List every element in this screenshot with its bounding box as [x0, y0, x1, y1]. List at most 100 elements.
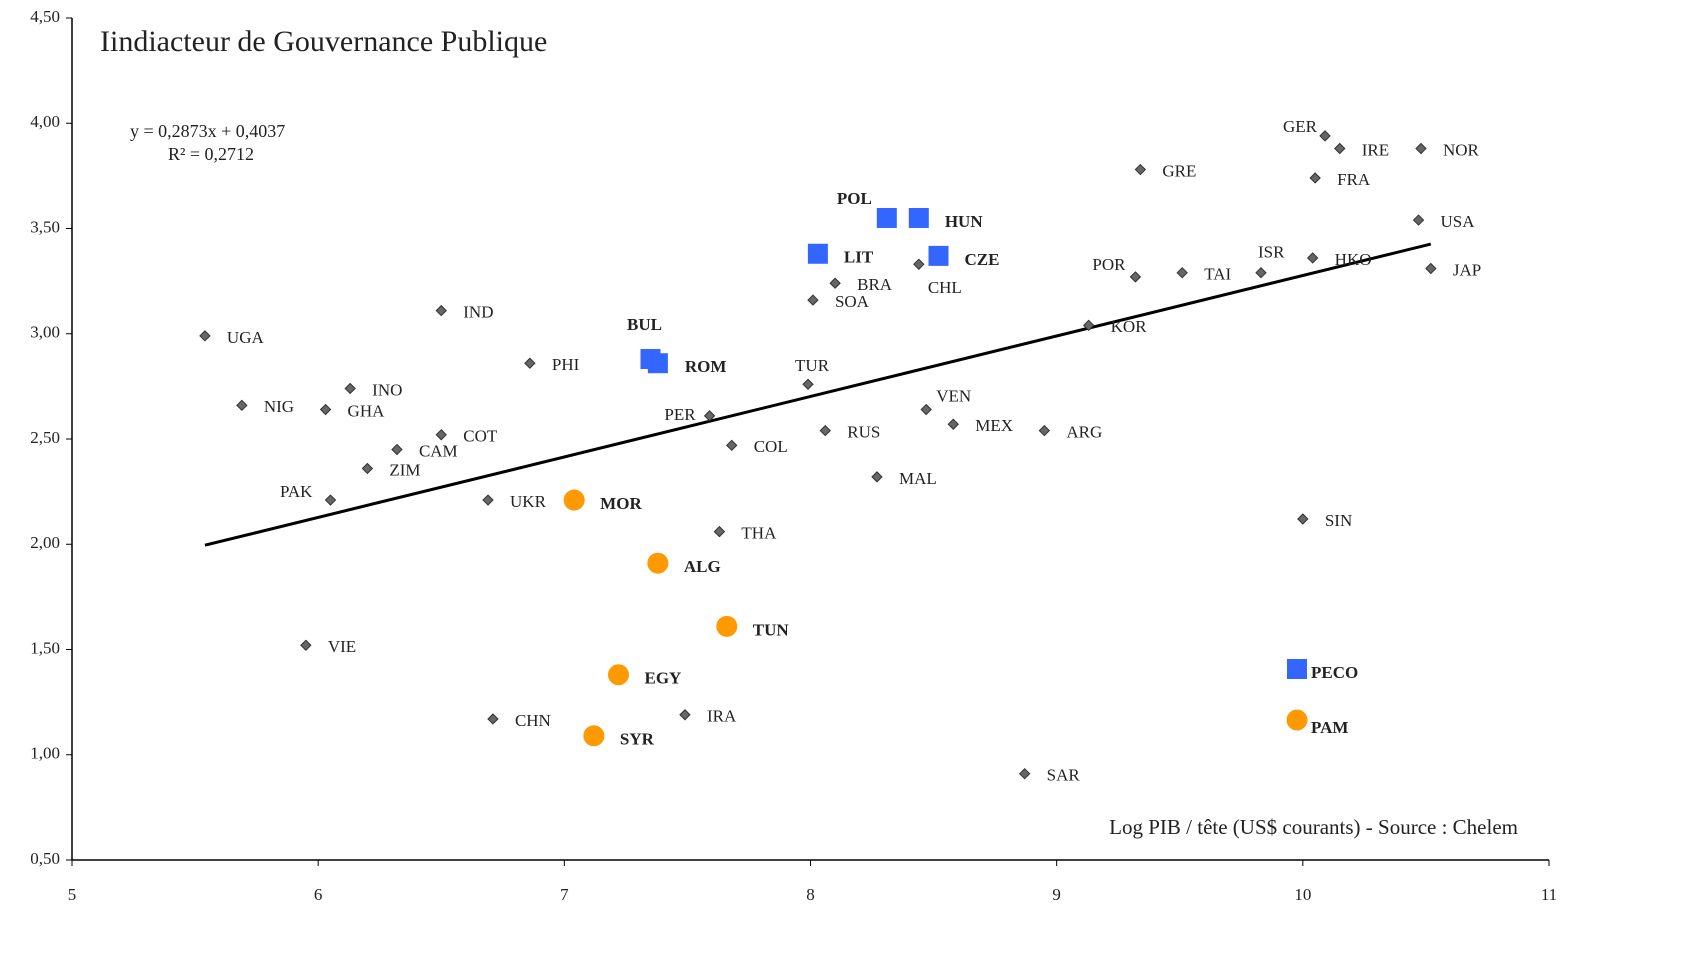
point	[361, 462, 374, 475]
point-label: SOA	[835, 292, 870, 311]
point-label: PER	[664, 405, 696, 424]
point	[1038, 424, 1051, 437]
point-label: SYR	[620, 730, 655, 749]
point-label: HUN	[945, 212, 984, 231]
point	[482, 494, 494, 506]
point	[819, 424, 831, 437]
point-label: PHI	[552, 355, 580, 374]
point-label: SAR	[1047, 766, 1081, 785]
point	[920, 403, 932, 416]
r-squared: R² = 0,2712	[168, 144, 254, 164]
point	[1309, 172, 1321, 184]
point-label: POR	[1092, 255, 1126, 274]
point	[716, 615, 738, 637]
point	[199, 330, 211, 342]
point-label: IRE	[1362, 140, 1389, 159]
point-label: NOR	[1443, 140, 1480, 159]
point	[802, 378, 814, 390]
legend-marker	[1287, 659, 1307, 679]
point-label: COL	[754, 437, 788, 456]
point	[1425, 262, 1437, 275]
point	[324, 494, 337, 506]
x-tick-label: 7	[560, 885, 569, 904]
point-label: INO	[372, 380, 402, 399]
point-label: PAK	[280, 482, 313, 501]
point-label: ARG	[1066, 422, 1102, 441]
point-label: TUR	[795, 356, 830, 375]
point-label: ROM	[685, 357, 727, 376]
point	[300, 639, 312, 651]
point	[344, 382, 356, 395]
point	[647, 353, 668, 374]
point-label: LIT	[844, 248, 874, 267]
point	[829, 277, 841, 289]
point	[487, 713, 499, 725]
point	[713, 525, 726, 538]
x-tick-label: 10	[1294, 885, 1311, 904]
y-tick-label: 4,00	[30, 112, 60, 131]
point	[391, 443, 403, 456]
point-label: GHA	[348, 401, 386, 420]
point	[807, 243, 828, 264]
point	[947, 418, 959, 430]
point	[1082, 319, 1095, 332]
point-label: BUL	[627, 315, 662, 334]
equation: y = 0,2873x + 0,4037	[130, 121, 285, 141]
x-axis-label: Log PIB / tête (US$ courants) - Source :…	[1109, 815, 1518, 839]
x-tick-label: 6	[314, 885, 323, 904]
legend-label: PECO	[1311, 663, 1358, 682]
point	[1255, 266, 1267, 279]
point	[913, 258, 925, 270]
x-tick-label: 9	[1052, 885, 1061, 904]
point	[583, 725, 605, 747]
point-label: TUN	[753, 620, 790, 639]
point	[703, 410, 716, 422]
point-label: POL	[837, 189, 872, 208]
point	[1176, 266, 1188, 279]
point	[1415, 142, 1427, 155]
y-tick-label: 1,00	[30, 744, 60, 763]
legend-label: PAM	[1311, 718, 1348, 737]
point	[524, 357, 536, 369]
y-tick-label: 1,50	[30, 638, 60, 657]
chart-title: Iindiacteur de Gouvernance Publique	[100, 25, 547, 58]
y-tick-label: 4,50	[30, 7, 60, 26]
y-tick-label: 0,50	[30, 849, 60, 868]
point	[679, 709, 691, 721]
point-label: CHL	[928, 278, 962, 297]
point-label: BRA	[857, 275, 893, 294]
point-label: TAI	[1204, 265, 1231, 284]
point-label: MAL	[899, 469, 937, 488]
y-tick-label: 2,00	[30, 533, 60, 552]
point-label: VIE	[328, 637, 356, 656]
y-tick-label: 3,00	[30, 323, 60, 342]
point-label: IRA	[707, 707, 737, 726]
point	[807, 294, 819, 306]
point-label: NIG	[264, 397, 294, 416]
point-label: JAP	[1453, 260, 1481, 279]
point-label: CAM	[419, 441, 458, 460]
point-label: CHN	[515, 711, 551, 730]
point	[1306, 252, 1319, 264]
point-label: MEX	[975, 416, 1013, 435]
y-tick-label: 2,50	[30, 428, 60, 447]
y-tick-label: 3,50	[30, 217, 60, 236]
point-label: RUS	[847, 422, 880, 441]
point	[1412, 214, 1425, 226]
point	[1334, 142, 1346, 155]
point-label: EGY	[644, 669, 681, 688]
point	[726, 439, 738, 452]
point-label: UGA	[227, 328, 265, 347]
trendline	[204, 242, 1432, 547]
legend-marker	[1286, 709, 1308, 731]
point-label: HKO	[1335, 250, 1372, 269]
point	[928, 245, 949, 266]
point	[908, 207, 929, 228]
point	[1297, 513, 1309, 525]
point-label: SIN	[1325, 511, 1352, 530]
point-label: CZE	[965, 250, 1000, 269]
point	[1134, 163, 1147, 176]
point-label: MOR	[600, 494, 642, 513]
x-tick-label: 8	[806, 885, 815, 904]
point	[1319, 130, 1331, 142]
